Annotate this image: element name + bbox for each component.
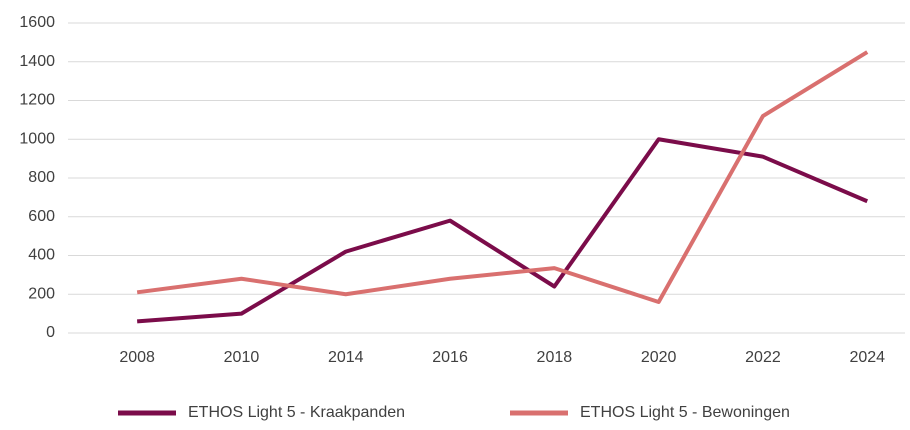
x-tick-label: 2018 <box>537 349 573 366</box>
legend-label: ETHOS Light 5 - Kraakpanden <box>188 404 405 421</box>
legend-label: ETHOS Light 5 - Bewoningen <box>580 404 790 421</box>
x-tick-label: 2008 <box>119 349 155 366</box>
x-tick-label: 2022 <box>745 349 781 366</box>
y-tick-label: 1000 <box>19 130 55 147</box>
y-tick-label: 1400 <box>19 53 55 70</box>
x-tick-label: 2016 <box>432 349 468 366</box>
y-tick-label: 1600 <box>19 14 55 31</box>
y-tick-label: 400 <box>28 247 55 264</box>
y-tick-label: 600 <box>28 208 55 225</box>
x-tick-label: 2014 <box>328 349 364 366</box>
x-tick-label: 2020 <box>641 349 677 366</box>
series-line <box>136 50 869 304</box>
y-tick-label: 1200 <box>19 92 55 109</box>
x-tick-label: 2024 <box>849 349 885 366</box>
x-tick-label: 2010 <box>224 349 260 366</box>
series-line <box>137 137 869 324</box>
y-tick-label: 200 <box>28 285 55 302</box>
y-tick-label: 800 <box>28 169 55 186</box>
y-tick-label: 0 <box>46 324 55 341</box>
